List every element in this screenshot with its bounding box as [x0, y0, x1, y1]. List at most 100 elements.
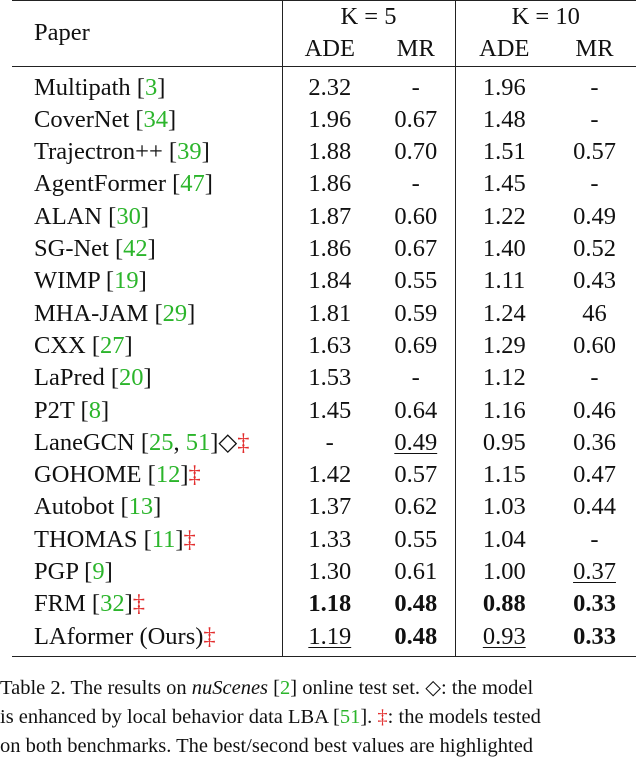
citation-link[interactable]: 47: [180, 170, 205, 198]
metric-value: 0.47: [573, 461, 616, 489]
metric-value: 1.87: [308, 202, 352, 230]
caption-ref-link[interactable]: 2: [280, 677, 291, 699]
citation-link[interactable]: 8: [88, 396, 101, 424]
results-table-body: Multipath [3] 2.32 - 1.96 - CoverNet [34] 1.96…: [12, 65, 636, 657]
method-symbol: ‡: [188, 461, 201, 489]
citation-link[interactable]: 3: [144, 73, 158, 101]
caption-line-1: Table 2. The results on nuScenes [2] onl…: [0, 677, 534, 699]
metric-value: 1.37: [308, 493, 352, 521]
metric-value: 0.49: [394, 428, 438, 456]
method-name: CXX: [34, 331, 86, 359]
caption-ref-link[interactable]: 51: [339, 706, 361, 728]
method-symbol: ‡: [132, 590, 145, 618]
table-row: THOMAS [11]‡ 1.33 0.55 1.04 -: [12, 523, 636, 557]
mr-k10-cell: 0.44: [553, 491, 636, 523]
citation-link[interactable]: 39: [177, 138, 202, 166]
citation-link[interactable]: 20: [119, 364, 144, 392]
metric-value: 0.55: [394, 525, 438, 553]
metric-value: -: [411, 73, 420, 101]
citation-link[interactable]: 12: [155, 461, 181, 489]
table-row: Multipath [3] 2.32 - 1.96 -: [12, 65, 636, 104]
table-row: LaneGCN [25, 51]◇‡ - 0.49 0.95 0.36: [12, 426, 636, 460]
citation-link[interactable]: 30: [116, 202, 141, 230]
ade-k5-cell: 1.33: [281, 523, 377, 557]
method-name: GOHOME: [34, 461, 142, 489]
metric-value: -: [590, 105, 599, 133]
method-name: WIMP: [34, 267, 100, 295]
citation-link[interactable]: 29: [162, 299, 188, 327]
ade-k5-cell: 1.88: [281, 136, 377, 169]
method-name: LAformer (Ours): [34, 622, 204, 650]
mr-k10-cell: 0.52: [553, 233, 636, 265]
metric-value: -: [325, 428, 334, 456]
metric-value: 1.86: [308, 170, 352, 198]
table-row: PGP [9] 1.30 0.61 1.00 0.37: [12, 556, 636, 589]
citation-link[interactable]: 32: [100, 590, 125, 618]
metric-value: -: [590, 73, 599, 101]
mr-k5-cell: 0.61: [377, 556, 455, 588]
citation-link[interactable]: 13: [128, 493, 154, 521]
metric-value: 0.62: [394, 493, 438, 521]
citation-link[interactable]: 25: [149, 428, 174, 456]
citation-link[interactable]: 42: [123, 235, 148, 263]
metric-value: 0.55: [394, 267, 438, 295]
caption-dataset: nuScenes: [191, 677, 269, 699]
metric-value: 1.22: [482, 202, 526, 230]
citation-link[interactable]: 51: [185, 428, 211, 456]
metric-value: 1.15: [482, 461, 526, 489]
metric-value: 0.46: [573, 396, 616, 424]
metric-value: 0.49: [573, 202, 616, 230]
method-name: Trajectron++: [34, 138, 163, 166]
method-name: Autobot: [34, 493, 115, 521]
caption-text: The results on: [65, 677, 192, 699]
table-caption: Table 2. The results on nuScenes [2] onl…: [0, 674, 640, 761]
mr-k10-cell: 0.43: [553, 265, 636, 297]
metric-value: 2.32: [308, 73, 352, 101]
metric-value: 0.33: [573, 590, 616, 618]
metric-value: 0.57: [394, 461, 438, 489]
metric-value: 0.88: [482, 590, 526, 618]
mr-k5-cell: 0.57: [377, 459, 455, 491]
ade-k10-cell: 1.45: [454, 168, 553, 201]
k10-header: K = 10: [454, 0, 636, 34]
mr-k5-cell: 0.67: [377, 233, 455, 265]
ade-k10-cell: 1.15: [454, 459, 553, 492]
method-cell: Autobot [13]: [34, 493, 162, 521]
metric-header-ade-k5: ADE: [281, 33, 377, 67]
citation-link[interactable]: 9: [92, 558, 105, 586]
ade-k5-cell: 1.86: [281, 233, 377, 266]
table-row: CXX [27] 1.63 0.69 1.29 0.60: [12, 329, 636, 363]
metric-value: 0.43: [573, 267, 616, 295]
ade-k10-cell: 1.03: [454, 491, 553, 524]
metric-value: 1.81: [308, 299, 352, 327]
mr-k10-cell: -: [553, 104, 636, 136]
citation-link[interactable]: 11: [151, 525, 176, 553]
ade-k10-cell: 1.96: [454, 65, 553, 104]
mr-k5-cell: 0.55: [377, 524, 455, 556]
table-row: AgentFormer [47] 1.86 - 1.45 -: [12, 168, 636, 201]
metric-value: 1.30: [308, 558, 352, 586]
method-cell: CXX [27]: [34, 331, 133, 359]
metric-value: 0.61: [394, 558, 438, 586]
citation-link[interactable]: 19: [114, 267, 139, 295]
ade-k5-cell: 1.53: [281, 362, 377, 395]
mr-k10-cell: 0.33: [553, 588, 636, 620]
table-row: FRM [32]‡ 1.18 0.48 0.88 0.33: [12, 588, 636, 621]
mr-k10-cell: 0.37: [553, 556, 636, 588]
ade-k10-cell: 1.00: [454, 556, 553, 589]
citation-link[interactable]: 34: [143, 105, 169, 133]
paper-header: Paper: [12, 0, 282, 67]
mr-k5-cell: 0.59: [377, 298, 455, 330]
table-row: WIMP [19] 1.84 0.55 1.11 0.43: [12, 265, 636, 298]
mr-k5-cell: 0.60: [377, 201, 455, 233]
method-name: AgentFormer: [34, 170, 166, 198]
metric-value: -: [590, 364, 599, 392]
metric-value: 0.48: [394, 622, 438, 650]
ade-k5-cell: 1.19: [281, 620, 377, 657]
metric-value: 1.29: [482, 331, 526, 359]
metric-value: 0.52: [573, 235, 616, 263]
table-row: ALAN [30] 1.87 0.60 1.22 0.49: [12, 200, 636, 234]
metric-value: 0.60: [394, 202, 438, 230]
citation-link[interactable]: 27: [100, 331, 125, 359]
ade-k10-cell: 1.29: [454, 329, 553, 363]
